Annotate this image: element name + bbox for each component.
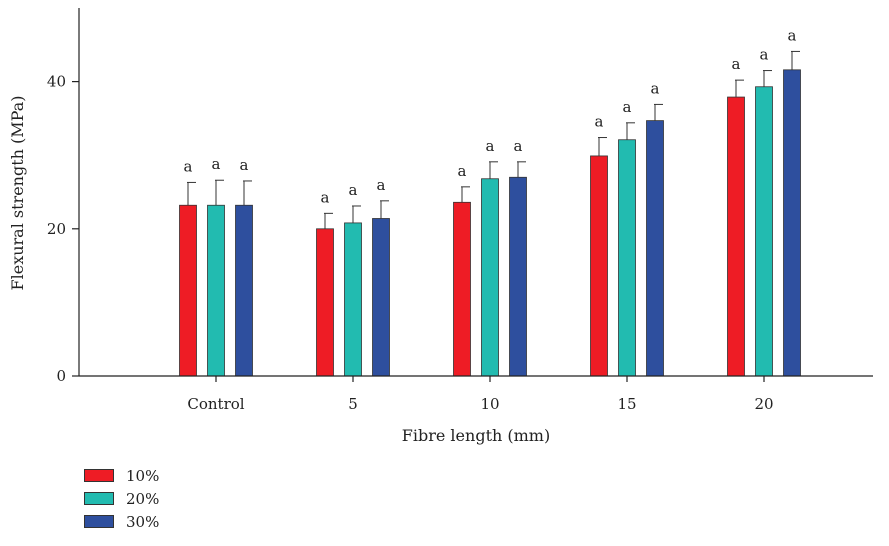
- bar: [207, 204, 225, 377]
- significance-label: a: [349, 181, 358, 199]
- bar: [590, 155, 608, 377]
- significance-labels-layer: a a a a a a a a a a a a a a a: [184, 26, 797, 206]
- bar: [344, 222, 362, 377]
- legend-label-30: 30%: [126, 512, 160, 531]
- bar: [316, 228, 334, 377]
- bars-layer: [179, 69, 801, 377]
- significance-label: a: [514, 137, 523, 155]
- y-tick-label: 20: [47, 220, 66, 238]
- bar: [453, 201, 471, 377]
- legend-swatch-10: [84, 469, 114, 482]
- y-tick-label: 0: [56, 367, 66, 385]
- bar: [481, 178, 499, 377]
- significance-label: a: [486, 137, 495, 155]
- significance-label: a: [184, 157, 193, 175]
- significance-label: a: [651, 79, 660, 97]
- legend-item-20: 20%: [84, 487, 159, 510]
- axes-layer: [78, 8, 873, 377]
- ticks-layer: 0 20 40 Control 5 10 15 20: [47, 73, 774, 413]
- error-bars-layer: [187, 50, 800, 229]
- bar: [509, 176, 527, 377]
- legend: 10% 20% 30%: [84, 464, 159, 533]
- x-tick-label: 5: [348, 395, 358, 413]
- bar: [372, 218, 390, 377]
- bar: [618, 139, 636, 377]
- significance-label: a: [595, 113, 604, 131]
- significance-label: a: [788, 26, 797, 44]
- x-tick-label: 15: [617, 395, 636, 413]
- bar: [179, 204, 197, 377]
- significance-label: a: [458, 162, 467, 180]
- x-tick-label: 10: [480, 395, 499, 413]
- legend-swatch-30: [84, 515, 114, 528]
- significance-label: a: [732, 55, 741, 73]
- significance-label: a: [377, 176, 386, 194]
- y-tick-label: 40: [47, 73, 66, 91]
- legend-item-10: 10%: [84, 464, 159, 487]
- bar: [727, 96, 745, 377]
- legend-label-20: 20%: [126, 489, 160, 508]
- legend-item-30: 30%: [84, 510, 159, 533]
- bar: [783, 69, 801, 377]
- legend-label-10: 10%: [126, 466, 160, 485]
- x-tick-label: Control: [187, 395, 244, 413]
- x-tick-label: 20: [754, 395, 773, 413]
- x-axis-title: Fibre length (mm): [402, 426, 550, 445]
- significance-label: a: [240, 156, 249, 174]
- y-axis-title: Flexural strength (MPa): [8, 96, 27, 291]
- significance-label: a: [212, 155, 221, 173]
- significance-label: a: [623, 98, 632, 116]
- bar: [646, 120, 664, 377]
- bar: [755, 86, 773, 377]
- bar: [235, 204, 253, 377]
- significance-label: a: [760, 46, 769, 64]
- significance-label: a: [321, 188, 330, 206]
- legend-swatch-20: [84, 492, 114, 505]
